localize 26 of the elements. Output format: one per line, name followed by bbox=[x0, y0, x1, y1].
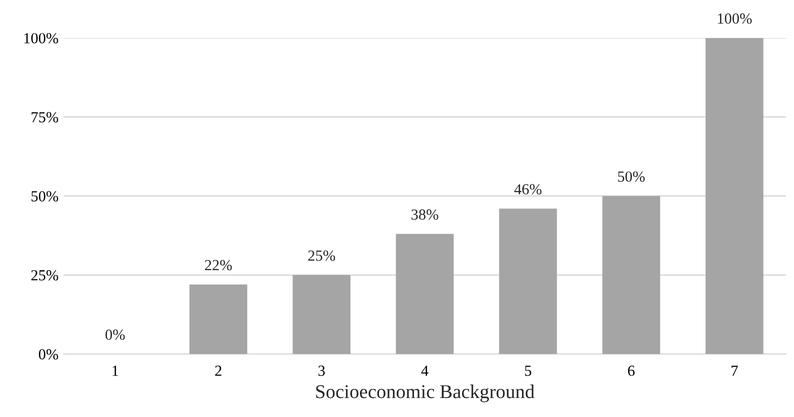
data-label: 38% bbox=[412, 209, 438, 220]
y-tick-label: 25% bbox=[31, 270, 58, 281]
y-tick-label: 0% bbox=[38, 349, 58, 360]
bar bbox=[292, 275, 350, 354]
data-label: 50% bbox=[618, 171, 645, 182]
data-label: 22% bbox=[205, 260, 232, 270]
x-tick-label: 6 bbox=[628, 366, 635, 376]
y-tick-label: 75% bbox=[32, 112, 58, 122]
bar bbox=[396, 234, 454, 354]
bar bbox=[602, 196, 660, 354]
x-tick-label: 5 bbox=[525, 366, 532, 376]
x-axis-title: Socioeconomic Background bbox=[316, 384, 534, 402]
bar bbox=[706, 38, 764, 354]
x-tick-label: 7 bbox=[732, 366, 738, 376]
x-tick-label: 1 bbox=[112, 366, 118, 376]
data-label: 25% bbox=[308, 250, 336, 261]
y-tick-label: 50% bbox=[32, 191, 58, 202]
bar bbox=[499, 208, 557, 354]
data-label: 0% bbox=[106, 330, 125, 340]
x-tick-label: 2 bbox=[215, 366, 222, 376]
bar bbox=[189, 284, 248, 354]
data-label: 100% bbox=[718, 13, 752, 24]
data-label: 46% bbox=[514, 184, 542, 194]
x-tick-label: 3 bbox=[318, 366, 325, 376]
y-tick-label: 100% bbox=[24, 33, 58, 44]
x-tick-label: 4 bbox=[421, 366, 428, 376]
